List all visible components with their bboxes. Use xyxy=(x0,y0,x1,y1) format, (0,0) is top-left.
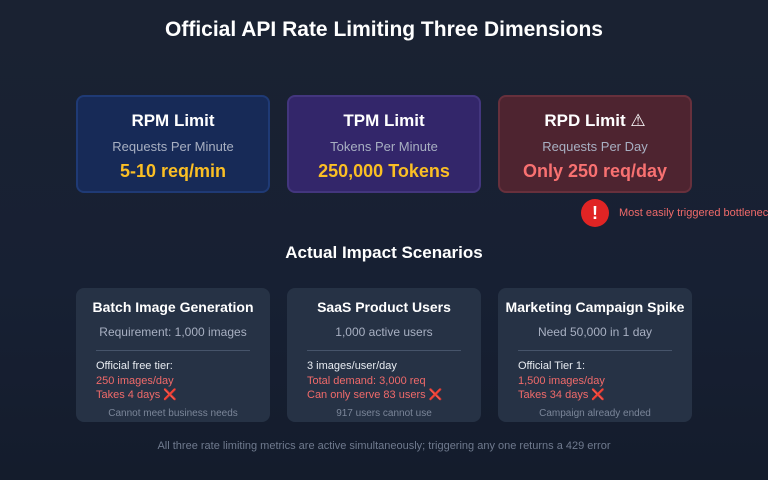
divider xyxy=(307,350,461,351)
section-title: Actual Impact Scenarios xyxy=(285,243,483,262)
scenario-footer: 917 users cannot use xyxy=(336,407,432,419)
cross-icon: ❌ xyxy=(163,389,177,401)
detail-line: Can only serve 83 users xyxy=(307,389,426,401)
page-title: Official API Rate Limiting Three Dimensi… xyxy=(165,18,603,41)
detail-line: 1,500 images/day xyxy=(518,374,605,387)
tpm-limit-card: TPM Limit Tokens Per Minute 250,000 Toke… xyxy=(287,95,481,193)
card-value: 5-10 req/min xyxy=(119,161,227,181)
bottleneck-warning: ! Most easily triggered bottleneck xyxy=(581,199,768,227)
scenario-requirement: Requirement: 1,000 images xyxy=(99,325,247,339)
card-title: RPD Limit ⚠ xyxy=(544,111,646,130)
card-desc: Tokens Per Minute xyxy=(330,139,438,154)
exclamation-icon: ! xyxy=(581,199,609,227)
rpd-limit-card: RPD Limit ⚠ Requests Per Day Only 250 re… xyxy=(498,95,692,193)
detail-line: 250 images/day xyxy=(96,374,174,387)
card-value: Only 250 req/day xyxy=(522,161,668,181)
detail-line: 3 images/user/day xyxy=(307,360,397,372)
divider xyxy=(96,350,250,351)
cross-icon: ❌ xyxy=(428,389,443,401)
card-desc: Requests Per Day xyxy=(542,139,648,154)
divider xyxy=(518,350,672,351)
card-value: 250,000 Tokens xyxy=(318,161,450,181)
card-desc: Requests Per Minute xyxy=(112,139,234,154)
rpm-limit-card: RPM Limit Requests Per Minute 5-10 req/m… xyxy=(76,95,270,193)
detail-line: Takes 34 days xyxy=(518,389,589,401)
detail-line: Official free tier: xyxy=(96,360,173,372)
scenario-title: Marketing Campaign Spike xyxy=(505,299,685,315)
scenario-requirement: Need 50,000 in 1 day xyxy=(537,325,653,339)
scenario-footer: Campaign already ended xyxy=(539,407,651,419)
scenario-card: SaaS Product Users 1,000 active users 3 … xyxy=(287,288,481,422)
scenario-title: Batch Image Generation xyxy=(92,299,254,315)
scenario-requirement: 1,000 active users xyxy=(335,325,433,339)
cross-icon: ❌ xyxy=(591,389,606,401)
detail-line: Total demand: 3,000 req xyxy=(307,374,426,387)
scenario-title: SaaS Product Users xyxy=(317,299,451,315)
footer-note: All three rate limiting metrics are acti… xyxy=(157,440,611,452)
card-title: RPM Limit xyxy=(131,111,215,130)
detail-line: Takes 4 days xyxy=(96,389,161,401)
detail-line: Official Tier 1: xyxy=(518,360,586,372)
warning-text: Most easily triggered bottleneck xyxy=(619,207,768,219)
scenario-footer: Cannot meet business needs xyxy=(108,407,238,419)
card-title: TPM Limit xyxy=(343,111,425,130)
scenario-card: Batch Image Generation Requirement: 1,00… xyxy=(76,288,270,422)
scenario-card: Marketing Campaign Spike Need 50,000 in … xyxy=(498,288,692,422)
